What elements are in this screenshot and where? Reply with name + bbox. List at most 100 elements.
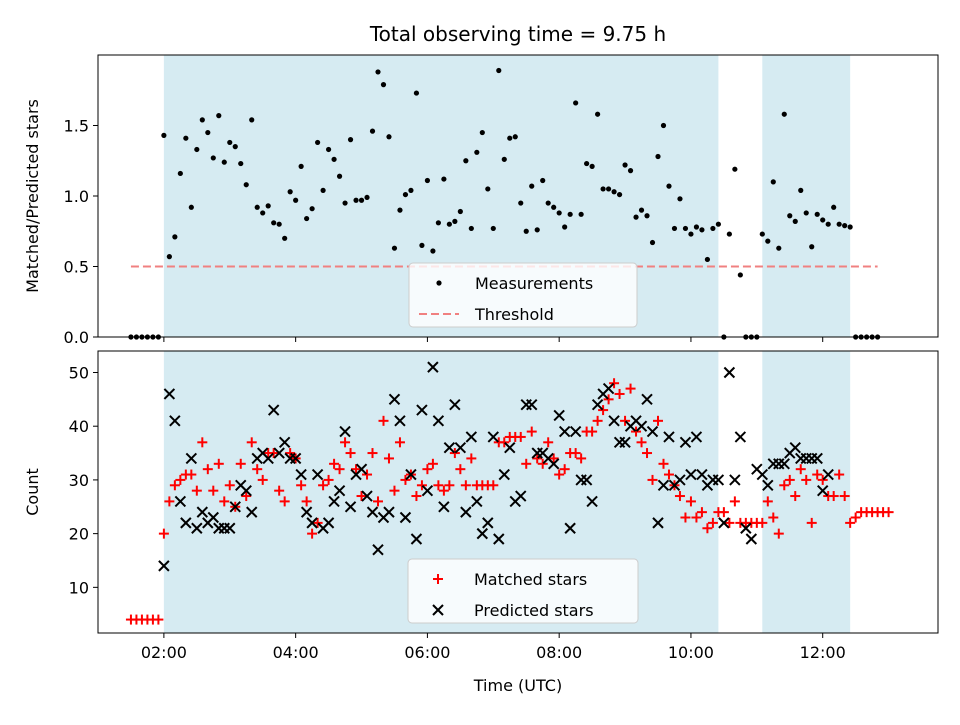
measurement-point — [397, 207, 403, 213]
x-tick-label: 06:00 — [404, 643, 450, 662]
predicted-star-marker — [745, 533, 758, 545]
predicted-star-marker — [432, 415, 445, 427]
measurement-point — [534, 227, 540, 233]
predicted-star-marker — [729, 474, 741, 486]
predicted-star-marker — [619, 436, 631, 449]
x-tick-label: 12:00 — [800, 643, 846, 662]
matched-star-marker — [532, 453, 543, 464]
matched-star-marker — [554, 469, 565, 480]
matched-star-marker — [537, 458, 548, 469]
matched-star-marker — [318, 480, 329, 491]
matched-star-marker — [828, 491, 839, 502]
predicted-star-marker — [388, 393, 401, 406]
measurement-point — [380, 82, 387, 88]
matched-star-marker — [883, 507, 894, 518]
predicted-star-marker — [383, 506, 395, 518]
measurement-point — [584, 160, 590, 167]
measurement-point — [633, 214, 639, 220]
measurement-point — [172, 234, 178, 240]
predicted-star-marker — [416, 404, 428, 416]
predicted-star-marker — [344, 501, 357, 513]
predicted-star-marker — [322, 517, 335, 529]
predicted-star-marker — [602, 382, 615, 395]
measurement-point — [644, 213, 650, 219]
y-tick-label: 1.5 — [64, 117, 89, 136]
matched-star-marker — [521, 458, 532, 469]
measurement-point — [529, 183, 535, 189]
matched-star-marker — [175, 474, 186, 485]
predicted-star-marker — [553, 409, 565, 422]
predicted-star-marker — [246, 506, 258, 518]
matched-star-marker — [543, 437, 554, 448]
x-axis-label: Time (UTC) — [473, 676, 562, 695]
measurement-point — [666, 183, 672, 189]
predicted-star-marker — [438, 501, 450, 513]
predicted-star-marker — [449, 399, 461, 411]
measurement-point — [402, 191, 409, 198]
measurement-point — [809, 244, 815, 250]
matched-star-marker — [768, 512, 779, 523]
measurement-point — [600, 186, 606, 192]
matched-star-marker — [625, 383, 636, 394]
measurement-point — [424, 177, 431, 184]
measurement-point — [611, 189, 617, 195]
measurement-point — [556, 210, 562, 216]
predicted-star-marker — [427, 361, 439, 373]
predicted-star-marker — [328, 495, 340, 508]
matched-star-marker — [850, 512, 861, 523]
predicted-star-marker — [663, 431, 675, 443]
measurement-point — [271, 220, 277, 226]
matched-star-marker — [312, 517, 323, 528]
measurement-point — [732, 166, 738, 172]
matched-star-marker — [834, 469, 845, 480]
measurement-point — [567, 211, 573, 217]
measurement-point — [386, 134, 392, 140]
predicted-star-marker — [410, 533, 423, 545]
legend-marker-measurements — [436, 280, 442, 286]
matched-star-marker — [433, 480, 444, 491]
predicted-star-marker — [278, 436, 291, 449]
measurement-point — [479, 129, 485, 136]
measurement-point — [765, 238, 771, 244]
matched-star-marker — [647, 474, 658, 485]
matched-star-marker — [241, 491, 252, 502]
predicted-star-marker — [163, 388, 176, 400]
x-tick-label: 10:00 — [668, 643, 714, 662]
y-tick-label: 40 — [69, 417, 89, 436]
matched-star-marker — [400, 474, 411, 485]
y-tick-label: 50 — [69, 363, 89, 382]
measurement-point — [232, 144, 238, 150]
matched-star-marker — [466, 453, 477, 464]
measurement-point — [468, 225, 474, 232]
measurement-point — [803, 210, 809, 216]
predicted-star-marker — [465, 431, 478, 443]
bottom-panel: 10 20 30 40 50 02:00 04:00 06:00 08:00 10:00 12:00… — [23, 350, 939, 695]
legend-label: Measurements — [475, 274, 593, 293]
matched-star-marker — [642, 448, 653, 459]
matched-star-marker — [252, 464, 263, 475]
predicted-star-marker — [740, 522, 752, 534]
matched-star-marker — [680, 512, 691, 523]
predicted-star-marker — [240, 484, 252, 497]
measurement-point — [562, 224, 568, 230]
measurement-point — [238, 160, 244, 167]
predicted-star-marker — [515, 490, 527, 502]
matched-star-marker — [570, 448, 581, 459]
measurement-point — [660, 122, 667, 129]
measurement-point — [595, 111, 601, 117]
predicted-star-marker — [394, 415, 406, 427]
predicted-star-marker — [361, 490, 373, 502]
measurement-point — [737, 272, 743, 278]
y-tick-label: 0.0 — [64, 328, 89, 347]
measurement-point — [435, 220, 441, 226]
predicted-star-marker — [646, 425, 659, 438]
measurement-point — [446, 221, 452, 227]
predicted-star-marker — [482, 517, 494, 529]
matched-star-marker — [416, 480, 427, 491]
matched-star-marker — [636, 437, 647, 448]
top-panel: 0.0 0.5 1.0 1.5 Matched/Predicted stars Total… — [23, 22, 939, 347]
matched-star-marker — [323, 474, 334, 485]
measurement-point — [391, 245, 398, 251]
measurement-point — [622, 162, 628, 168]
matched-star-marker — [685, 496, 696, 507]
